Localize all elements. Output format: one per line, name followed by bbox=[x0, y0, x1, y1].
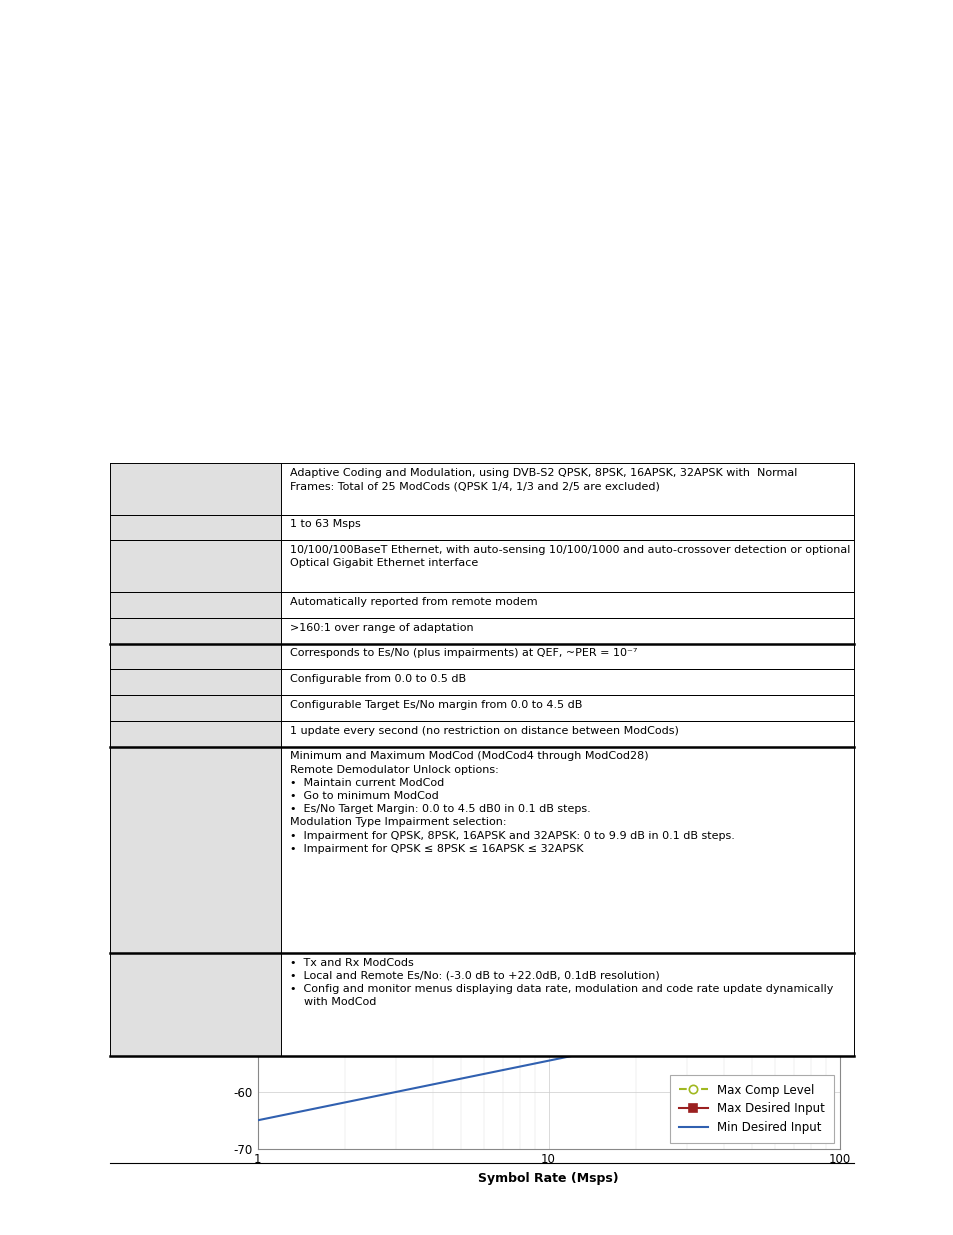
Text: •  Tx and Rx ModCods
•  Local and Remote Es/No: (-3.0 dB to +22.0dB, 0.1dB resol: • Tx and Rx ModCods • Local and Remote E… bbox=[290, 957, 833, 1008]
Min Desired Input bbox=[775, 1005, 786, 1020]
Text: Corresponds to Es/No (plus impairments) at QEF, ~PER = 10⁻⁷: Corresponds to Es/No (plus impairments) … bbox=[290, 648, 637, 658]
Max Comp Level bbox=[775, 803, 786, 818]
Bar bbox=[281, 953, 853, 1056]
X-axis label: Symbol Rate (Msps): Symbol Rate (Msps) bbox=[477, 1172, 618, 1184]
Max Comp Level bbox=[427, 803, 438, 818]
Bar bbox=[110, 953, 281, 1056]
Max Comp Level bbox=[681, 803, 693, 818]
Max Comp Level bbox=[514, 803, 525, 818]
Bar bbox=[110, 695, 281, 721]
Legend: Max Comp Level, Max Desired Input, Min Desired Input: Max Comp Level, Max Desired Input, Min D… bbox=[670, 1076, 833, 1142]
Text: 1 update every second (no restriction on distance between ModCods): 1 update every second (no restriction on… bbox=[290, 726, 679, 736]
Text: 10/100/100BaseT Ethernet, with auto-sensing 10/100/1000 and auto-crossover detec: 10/100/100BaseT Ethernet, with auto-sens… bbox=[290, 545, 850, 568]
Bar bbox=[281, 747, 853, 953]
Bar bbox=[281, 721, 853, 747]
Bar bbox=[110, 669, 281, 695]
Text: Adaptive Coding and Modulation, using DVB-S2 QPSK, 8PSK, 16APSK, 32APSK with  No: Adaptive Coding and Modulation, using DV… bbox=[290, 468, 797, 492]
Text: >160:1 over range of adaptation: >160:1 over range of adaptation bbox=[290, 622, 474, 632]
Text: Automatically reported from remote modem: Automatically reported from remote modem bbox=[290, 597, 537, 606]
Bar bbox=[110, 463, 281, 515]
Max Comp Level bbox=[630, 803, 641, 818]
Bar bbox=[110, 515, 281, 541]
Bar bbox=[281, 592, 853, 618]
Line: Min Desired Input: Min Desired Input bbox=[257, 1013, 781, 1120]
Bar bbox=[281, 669, 853, 695]
Max Comp Level bbox=[529, 803, 540, 818]
Text: Minimum and Maximum ModCod (ModCod4 through ModCod28)
Remote Demodulator Unlock : Minimum and Maximum ModCod (ModCod4 thro… bbox=[290, 751, 735, 853]
Bar bbox=[281, 541, 853, 592]
Line: Max Desired Input: Max Desired Input bbox=[253, 890, 784, 899]
Max Desired Input bbox=[252, 887, 263, 902]
Bar bbox=[281, 618, 853, 643]
Bar bbox=[110, 643, 281, 669]
Bar bbox=[110, 618, 281, 643]
Text: Configurable Target Es/No margin from 0.0 to 4.5 dB: Configurable Target Es/No margin from 0.… bbox=[290, 700, 582, 710]
Max Comp Level bbox=[455, 803, 466, 818]
Text: Configurable from 0.0 to 0.5 dB: Configurable from 0.0 to 0.5 dB bbox=[290, 674, 466, 684]
Bar bbox=[281, 515, 853, 541]
Max Comp Level bbox=[542, 803, 554, 818]
Bar bbox=[281, 643, 853, 669]
Max Desired Input bbox=[775, 887, 786, 902]
Bar bbox=[110, 592, 281, 618]
Max Comp Level bbox=[252, 803, 263, 818]
Bar bbox=[110, 747, 281, 953]
Max Comp Level bbox=[497, 803, 509, 818]
Bar bbox=[110, 721, 281, 747]
Bar bbox=[110, 541, 281, 592]
Bar bbox=[281, 463, 853, 515]
Bar bbox=[281, 695, 853, 721]
Max Desired Input bbox=[681, 887, 693, 902]
Max Desired Input bbox=[542, 887, 554, 902]
Line: Max Comp Level: Max Comp Level bbox=[253, 805, 784, 814]
Text: 1 to 63 Msps: 1 to 63 Msps bbox=[290, 520, 361, 530]
Y-axis label: Input Level (dBm): Input Level (dBm) bbox=[214, 895, 228, 1007]
Max Comp Level bbox=[339, 803, 351, 818]
Max Desired Input bbox=[630, 887, 641, 902]
Max Comp Level bbox=[391, 803, 402, 818]
Max Desired Input bbox=[455, 887, 466, 902]
Max Comp Level bbox=[477, 803, 489, 818]
Min Desired Input bbox=[252, 1113, 263, 1128]
